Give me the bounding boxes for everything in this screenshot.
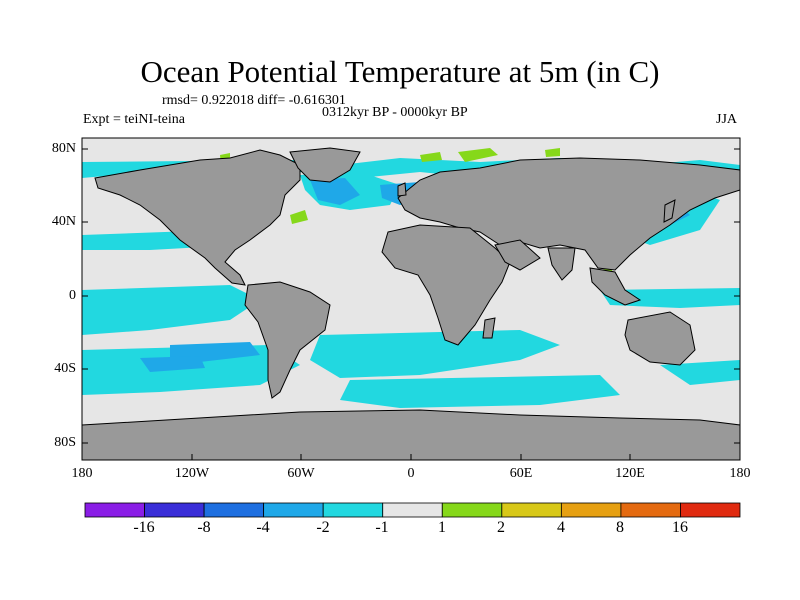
colorbar-label: 4 xyxy=(557,519,565,536)
north-america xyxy=(94,149,301,286)
arabian-peninsula xyxy=(494,239,541,271)
season-label: JJA xyxy=(716,112,738,127)
japan xyxy=(663,199,676,223)
colorbar-label: -1 xyxy=(375,519,389,536)
lon-label: 120W xyxy=(174,466,210,481)
stats-text: rmsd= 0.922018 diff= -0.616301 xyxy=(162,93,346,108)
colorbar-label: -8 xyxy=(197,519,211,536)
colorbar-swatch xyxy=(263,502,324,518)
page-title: Ocean Potential Temperature at 5m (in C) xyxy=(140,54,660,89)
africa xyxy=(381,224,511,346)
colorbar-swatch xyxy=(144,502,205,518)
lat-label: 0 xyxy=(69,288,76,303)
colorbar-label: 1 xyxy=(438,519,446,536)
colorbar-label: 2 xyxy=(497,519,505,536)
colorbar-label: -2 xyxy=(316,519,330,536)
south-america xyxy=(244,281,331,399)
lat-label: 40N xyxy=(51,214,76,229)
lon-label: 180 xyxy=(729,466,751,481)
southeast-asia xyxy=(589,267,642,306)
colorbar-swatch xyxy=(382,502,443,518)
colorbar-label: 16 xyxy=(672,519,688,536)
experiment-label: Expt = teiNI-teina xyxy=(83,112,185,127)
lat-label: 80S xyxy=(54,435,76,450)
lat-label: 80N xyxy=(51,141,76,156)
colorbar-swatch xyxy=(620,502,681,518)
colorbar-label: -16 xyxy=(133,519,155,536)
lon-label: 180 xyxy=(71,466,93,481)
colorbar xyxy=(84,502,741,518)
australia xyxy=(624,311,696,366)
colorbar-swatch xyxy=(680,502,741,518)
colorbar-swatch xyxy=(322,502,384,518)
colorbar-swatch xyxy=(560,502,622,518)
lon-label: 120E xyxy=(615,466,645,481)
madagascar xyxy=(482,317,496,339)
lon-label: 0 xyxy=(407,466,415,481)
lon-label: 60W xyxy=(287,466,315,481)
colorbar-label: 8 xyxy=(616,519,624,536)
colorbar-swatch xyxy=(84,502,145,518)
land-masses xyxy=(81,147,741,461)
lat-label: 40S xyxy=(54,361,76,376)
axis-ticks xyxy=(81,148,741,460)
british-isles xyxy=(397,182,407,197)
colorbar-swatch xyxy=(203,502,265,518)
colorbar-label: -4 xyxy=(256,519,270,536)
period-text: 0312kyr BP - 0000kyr BP xyxy=(322,105,468,120)
greenland xyxy=(289,147,361,183)
colorbar-swatch xyxy=(441,502,503,518)
lon-label: 60E xyxy=(509,466,533,481)
india xyxy=(547,247,576,281)
colorbar-swatch xyxy=(501,502,562,518)
